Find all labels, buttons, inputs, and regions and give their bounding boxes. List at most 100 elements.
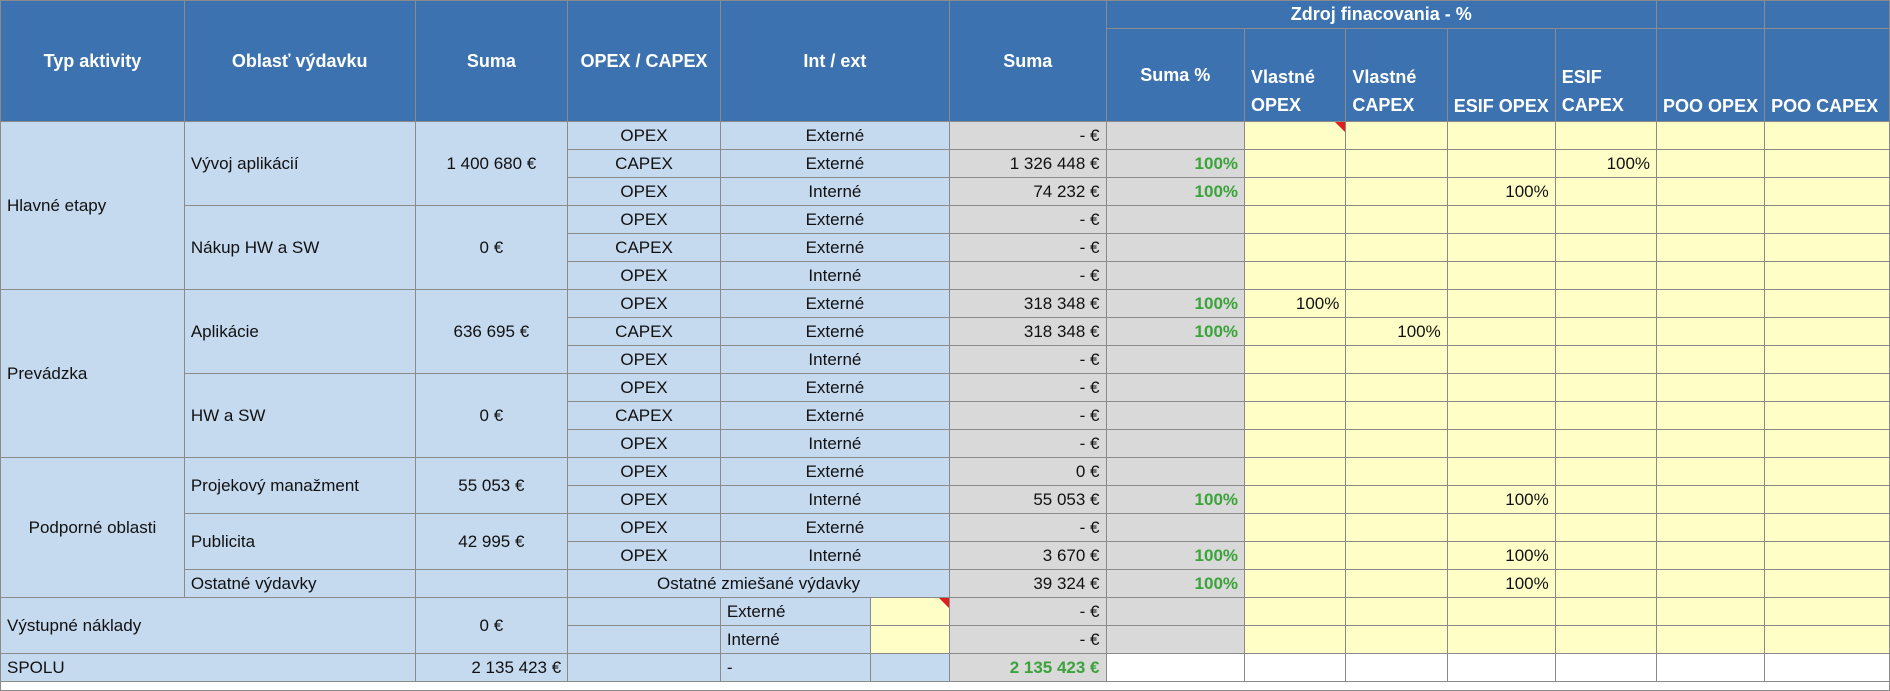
cell-vlastne-capex[interactable] [1345, 149, 1448, 178]
spolu-vlastne-capex[interactable] [1345, 653, 1448, 682]
cell-int-ext[interactable]: Interné [719, 261, 950, 290]
cell-suma[interactable]: - € [948, 373, 1107, 402]
cell-int-ext[interactable]: Externé [719, 233, 950, 262]
cell-int-ext[interactable]: Interné [719, 345, 950, 374]
cell-vlastne-opex[interactable] [1244, 205, 1347, 234]
header-poo-capex[interactable]: POO CAPEX [1764, 28, 1890, 122]
cell-esif-capex[interactable] [1554, 317, 1658, 346]
cell-poo-capex[interactable] [1764, 485, 1890, 514]
cell-vlastne-capex[interactable] [1345, 289, 1448, 318]
blank-row[interactable] [0, 681, 1890, 691]
cell-esif-capex[interactable] [1554, 345, 1658, 374]
cell-suma-pct[interactable]: 100% [1105, 317, 1246, 346]
cell-suma-pct[interactable] [1105, 513, 1246, 542]
cell-suma[interactable]: - € [948, 345, 1107, 374]
header-esif-capex[interactable]: ESIF CAPEX [1554, 28, 1658, 122]
cell-suma[interactable]: - € [948, 233, 1107, 262]
cell-poo-opex[interactable] [1656, 345, 1766, 374]
cell-poo-opex[interactable] [1656, 597, 1766, 626]
cell-int-ext[interactable]: Externé [719, 457, 950, 486]
cell-esif-opex[interactable] [1446, 149, 1556, 178]
cell-vlastne-opex[interactable] [1244, 345, 1347, 374]
cell-esif-capex[interactable] [1554, 373, 1658, 402]
header-poo-opex[interactable]: POO OPEX [1656, 28, 1766, 122]
cell-int-ext[interactable]: Externé [719, 373, 950, 402]
header-typ-aktivity[interactable]: Typ aktivity [0, 0, 185, 122]
cell-esif-opex[interactable] [1446, 289, 1556, 318]
cell-poo-opex[interactable] [1656, 401, 1766, 430]
cell-poo-opex[interactable] [1656, 485, 1766, 514]
cell-poo-capex[interactable] [1764, 625, 1890, 654]
cell-esif-capex[interactable]: 100% [1554, 149, 1658, 178]
cell-poo-opex[interactable] [1656, 569, 1766, 598]
cell-suma-pct[interactable] [1105, 345, 1246, 374]
header-suma-pct[interactable]: Suma % [1105, 28, 1246, 122]
cell-esif-opex[interactable] [1446, 429, 1556, 458]
cell-esif-opex[interactable] [1446, 597, 1556, 626]
cell-poo-capex[interactable] [1764, 541, 1890, 570]
spolu-type[interactable] [567, 653, 721, 682]
cell-poo-capex[interactable] [1764, 597, 1890, 626]
spolu-suma[interactable]: 2 135 423 € [414, 653, 569, 682]
cell-suma-pct[interactable]: 100% [1105, 569, 1246, 598]
cell-esif-capex[interactable] [1554, 121, 1658, 150]
cell-vlastne-opex[interactable] [1244, 513, 1347, 542]
cell-vlastne-capex[interactable] [1345, 457, 1448, 486]
cell-type[interactable]: CAPEX [567, 233, 721, 262]
group-prevadzka[interactable]: Prevádzka [0, 289, 185, 458]
cell-type[interactable]: OPEX [567, 177, 721, 206]
spolu-vlastne-opex[interactable] [1244, 653, 1347, 682]
cell-esif-capex[interactable] [1554, 457, 1658, 486]
cell-int-ext[interactable]: Externé [719, 121, 950, 150]
cell-suma[interactable]: 55 053 € [948, 485, 1107, 514]
cell-poo-opex[interactable] [1656, 541, 1766, 570]
cell-esif-capex[interactable] [1554, 541, 1658, 570]
cell-poo-opex[interactable] [1656, 261, 1766, 290]
area-projekt-suma[interactable]: 55 053 € [414, 457, 569, 514]
cell-suma-pct[interactable] [1105, 373, 1246, 402]
cell-suma[interactable]: 1 326 448 € [948, 149, 1107, 178]
area-ostatne-label[interactable]: Ostatné zmiešané výdavky [567, 569, 950, 598]
cell-vlastne-opex[interactable] [1244, 149, 1347, 178]
cell-type[interactable]: OPEX [567, 121, 721, 150]
cell-int-ext[interactable]: Externé [719, 513, 950, 542]
header-oblast[interactable]: Oblasť výdavku [183, 0, 416, 122]
spolu-esif-capex[interactable] [1554, 653, 1658, 682]
area-hw-sw-suma[interactable]: 0 € [414, 373, 569, 458]
cell-vlastne-opex[interactable] [1244, 625, 1347, 654]
cell-suma-pct[interactable] [1105, 597, 1246, 626]
cell-type[interactable]: CAPEX [567, 401, 721, 430]
cell-suma[interactable]: - € [948, 205, 1107, 234]
cell-type[interactable]: OPEX [567, 513, 721, 542]
cell-vlastne-capex[interactable] [1345, 401, 1448, 430]
cell-esif-capex[interactable] [1554, 485, 1658, 514]
cell-suma[interactable]: - € [948, 513, 1107, 542]
cell-poo-opex[interactable] [1656, 149, 1766, 178]
cell-esif-opex[interactable]: 100% [1446, 569, 1556, 598]
cell-vlastne-capex[interactable] [1345, 373, 1448, 402]
cell-esif-opex[interactable] [1446, 513, 1556, 542]
area-projektovy-manazment[interactable]: Projekový manažment [183, 457, 416, 514]
group-vystupne-naklady[interactable]: Výstupné náklady [0, 597, 416, 654]
header-suma[interactable]: Suma [414, 0, 569, 122]
cell-poo-capex[interactable] [1764, 373, 1890, 402]
cell-type[interactable]: OPEX [567, 289, 721, 318]
cell-suma-pct[interactable]: 100% [1105, 541, 1246, 570]
cell-vlastne-capex[interactable] [1345, 485, 1448, 514]
cell-suma-pct[interactable] [1105, 261, 1246, 290]
header-zdroj-financovania[interactable]: Zdroj finacovania - % [1105, 0, 1658, 29]
area-vyvoj-aplikacii[interactable]: Vývoj aplikácií [183, 121, 416, 206]
spolu-poo-opex[interactable] [1656, 653, 1766, 682]
cell-suma[interactable]: - € [948, 261, 1107, 290]
cell-suma[interactable]: - € [948, 597, 1107, 626]
cell-esif-capex[interactable] [1554, 261, 1658, 290]
area-nakup-suma[interactable]: 0 € [414, 205, 569, 290]
cell-vlastne-capex[interactable]: 100% [1345, 317, 1448, 346]
cell-poo-capex[interactable] [1764, 177, 1890, 206]
cell-suma-pct[interactable]: 100% [1105, 289, 1246, 318]
cell-suma[interactable]: 318 348 € [948, 317, 1107, 346]
cell-vlastne-capex[interactable] [1345, 177, 1448, 206]
cell-poo-capex[interactable] [1764, 233, 1890, 262]
cell-suma[interactable]: 0 € [948, 457, 1107, 486]
cell-vlastne-capex[interactable] [1345, 429, 1448, 458]
